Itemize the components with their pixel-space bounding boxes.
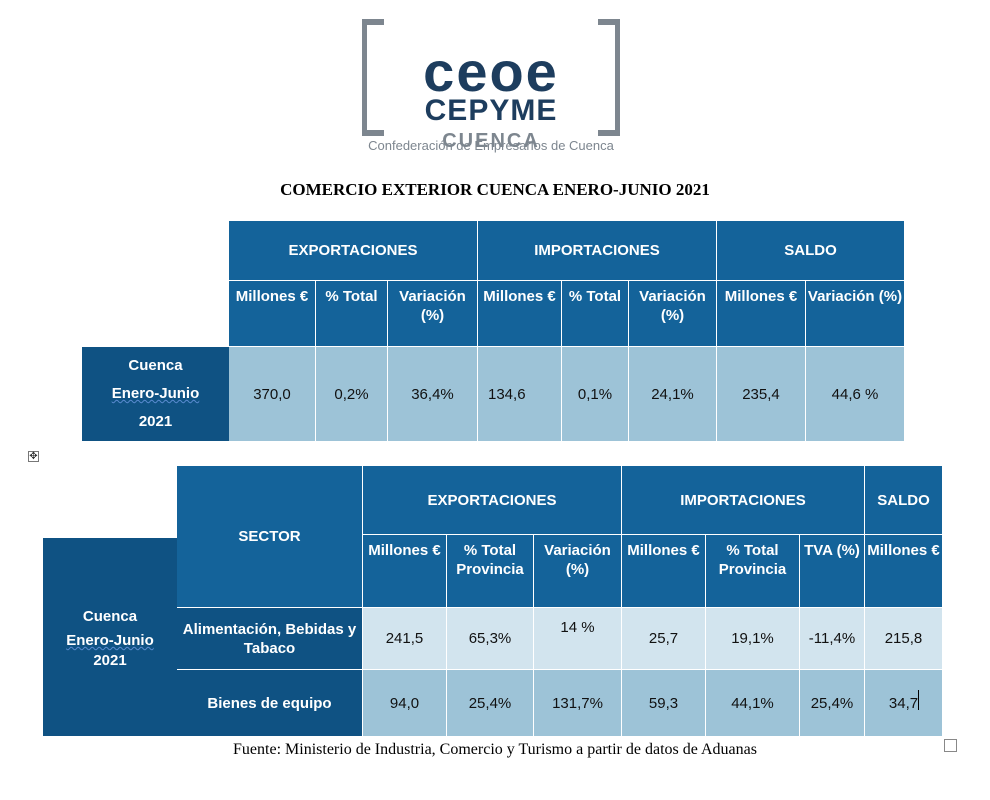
t2-col-imp-millones[interactable]: Millones € — [622, 535, 706, 608]
t2-col-imp-tva[interactable]: TVA (%) — [800, 535, 865, 608]
source-note[interactable]: Fuente: Ministerio de Industria, Comerci… — [233, 741, 757, 758]
t1-col-exp-total[interactable]: % Total — [316, 281, 388, 347]
t2-cell-exp-millones[interactable]: 94,0 — [363, 670, 447, 736]
t2-col-exp-millones[interactable]: Millones € — [363, 535, 447, 608]
t2-cell-imp-tva[interactable]: -11,4% — [800, 608, 865, 670]
t1-cell-imp-variacion[interactable]: 24,1% — [629, 347, 717, 441]
t2-cell-imp-millones[interactable]: 59,3 — [622, 670, 706, 736]
t2-cell-exp-variacion[interactable]: 131,7% — [534, 670, 622, 736]
t1-row-label[interactable]: Cuenca Enero-Junio 2021 — [82, 347, 229, 441]
t2-row-sector[interactable]: Alimentación, Bebidas y Tabaco — [177, 608, 363, 670]
t2-group-balance[interactable]: SALDO — [865, 466, 943, 535]
logo-ceoe-text: ceoe — [423, 40, 559, 103]
t1-cell-imp-millones[interactable]: 134,6 — [478, 347, 562, 441]
t2-group-imports[interactable]: IMPORTACIONES — [622, 466, 865, 535]
t1-col-exp-variacion[interactable]: Variación (%) — [388, 281, 478, 347]
t1-col-imp-total[interactable]: % Total — [562, 281, 629, 347]
text-cursor — [918, 690, 919, 710]
t2-cell-imp-millones[interactable]: 25,7 — [622, 608, 706, 670]
t2-cell-sal-millones[interactable]: 215,8 — [865, 608, 943, 670]
logo-cuenca-text: CUENCA — [442, 130, 540, 152]
t1-cell-exp-total[interactable]: 0,2% — [316, 347, 388, 441]
document-title[interactable]: COMERCIO EXTERIOR CUENCA ENERO-JUNIO 202… — [280, 180, 710, 199]
logo-subtitle: Confederación de Empresarios de Cuenca — [368, 138, 614, 153]
t1-col-sal-millones[interactable]: Millones € — [717, 281, 806, 347]
t1-col-imp-millones[interactable]: Millones € — [478, 281, 562, 347]
ceoe-cepyme-logo: ceoe CEPYME CUENCA — [362, 18, 620, 158]
logo-brackets — [362, 19, 620, 136]
t2-row-label-line1: Cuenca — [82, 608, 138, 625]
t2-group-exports[interactable]: EXPORTACIONES — [363, 466, 622, 535]
t2-col-exp-variacion[interactable]: Variación (%) — [534, 535, 622, 608]
t1-row-label-line3: 2021 — [138, 413, 173, 430]
logo-cepyme-text: CEPYME — [424, 94, 558, 127]
t1-cell-sal-millones[interactable]: 235,4 — [717, 347, 806, 441]
t1-cell-exp-millones[interactable]: 370,0 — [229, 347, 316, 441]
t2-cell-exp-millones[interactable]: 241,5 — [363, 608, 447, 670]
t1-cell-imp-total[interactable]: 0,1% — [562, 347, 629, 441]
t1-group-imports[interactable]: IMPORTACIONES — [478, 221, 717, 281]
t2-cell-imp-tva[interactable]: 25,4% — [800, 670, 865, 736]
t2-row-sector[interactable]: Bienes de equipo — [177, 670, 363, 736]
t1-group-exports[interactable]: EXPORTACIONES — [229, 221, 478, 281]
t2-cell-exp-total[interactable]: 65,3% — [447, 608, 534, 670]
t1-col-sal-variacion[interactable]: Variación (%) — [806, 281, 905, 347]
t2-cell-imp-total[interactable]: 44,1% — [706, 670, 800, 736]
t2-row-label[interactable]: Cuenca Enero-Junio 2021 — [43, 538, 177, 736]
t2-cell-exp-variacion[interactable]: 14 % — [534, 608, 622, 670]
t2-col-sal-millones[interactable]: Millones € — [865, 535, 943, 608]
t1-col-exp-millones[interactable]: Millones € — [229, 281, 316, 347]
t1-cell-exp-variacion[interactable]: 36,4% — [388, 347, 478, 441]
t1-row-label-line2: Enero-Junio — [111, 385, 200, 402]
t1-row-label-line1: Cuenca — [128, 357, 183, 374]
t1-col-imp-variacion[interactable]: Variación (%) — [629, 281, 717, 347]
t1-cell-sal-variacion[interactable]: 44,6 % — [806, 347, 905, 441]
move-icon: ✥ — [29, 451, 38, 462]
t2-cell-imp-total[interactable]: 19,1% — [706, 608, 800, 670]
t2-row-label-line3: 2021 — [93, 652, 127, 669]
t1-group-balance[interactable]: SALDO — [717, 221, 905, 281]
t2-sector-header[interactable]: SECTOR — [177, 466, 363, 608]
table-resize-handle[interactable] — [944, 739, 957, 752]
t2-cell-sal-millones[interactable]: 34,7 — [865, 670, 943, 736]
table-move-handle[interactable]: ✥ — [28, 451, 39, 462]
t2-col-imp-total[interactable]: % Total Provincia — [706, 535, 800, 608]
t2-row-label-line2: Enero-Junio — [66, 632, 154, 649]
t2-col-exp-total[interactable]: % Total Provincia — [447, 535, 534, 608]
t2-cell-exp-total[interactable]: 25,4% — [447, 670, 534, 736]
